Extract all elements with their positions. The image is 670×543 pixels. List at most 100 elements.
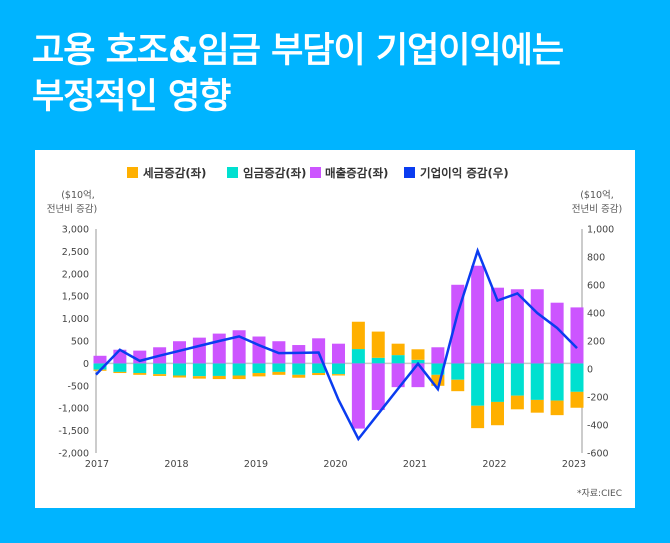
left-tick-label: -1,000	[58, 404, 89, 415]
tax-bar	[550, 400, 564, 416]
tax-bar	[570, 391, 584, 408]
wage-bar	[252, 363, 266, 374]
sales-bar	[371, 363, 385, 410]
right-tick-label: 1,000	[587, 225, 614, 236]
tax-bar	[232, 375, 246, 380]
tax-bar	[192, 376, 206, 379]
right-tick-label: 0	[587, 365, 593, 376]
left-tick-label: 2,000	[62, 269, 89, 280]
x-tick-label: 2019	[244, 459, 268, 470]
tax-bar	[153, 374, 167, 376]
wage-bar	[451, 363, 465, 380]
sales-bar	[530, 289, 544, 364]
left-tick-label: 0	[83, 359, 89, 370]
wage-bar	[570, 363, 584, 392]
wage-bar	[332, 363, 345, 375]
wage-bar	[113, 363, 127, 372]
title-line-1: 고용 호조&임금 부담이 기업이익에는	[32, 31, 564, 71]
right-tick-label: -200	[587, 393, 609, 404]
sales-bar	[292, 345, 306, 364]
left-tick-label: 1,000	[62, 314, 89, 325]
tax-bar	[212, 375, 226, 380]
sales-bar	[93, 355, 107, 364]
source-note: *자료:CIEC	[577, 488, 622, 499]
x-tick-label: 2022	[482, 459, 506, 470]
sales-bar	[550, 302, 564, 364]
tax-bar	[491, 401, 504, 426]
tax-bar	[471, 405, 485, 429]
sales-bar	[491, 287, 504, 364]
legend-swatch-wage	[227, 167, 238, 178]
legend-swatch-sales	[310, 167, 321, 178]
tax-bar	[332, 374, 345, 376]
sales-bar	[332, 343, 345, 364]
tax-bar	[351, 321, 365, 350]
wage-bar	[371, 357, 385, 364]
wage-bar	[232, 363, 246, 376]
sales-bar	[351, 363, 365, 429]
wage-bar	[153, 363, 167, 375]
right-unit-line2: 전년비 증감)	[572, 203, 622, 215]
x-tick-label: 2023	[562, 459, 586, 470]
sales-bar	[411, 363, 425, 388]
wage-bar	[312, 363, 326, 374]
wage-bar	[550, 363, 564, 401]
right-unit-line1: ($10억,	[580, 189, 614, 201]
tax-bar	[530, 399, 544, 413]
tax-bar	[451, 379, 465, 392]
tax-bar	[431, 374, 445, 386]
right-tick-label: 800	[587, 253, 605, 264]
sales-bar	[570, 307, 584, 364]
tax-bar	[133, 373, 147, 375]
left-tick-label: -2,000	[58, 449, 89, 460]
right-tick-label: 400	[587, 309, 605, 320]
left-tick-label: 1,500	[62, 292, 89, 303]
wage-bar	[133, 363, 147, 374]
wage-bar	[292, 363, 306, 375]
right-tick-label: 600	[587, 281, 605, 292]
legend-label-sales: 매출증감(좌)	[325, 166, 388, 180]
legend: 세금증감(좌) 임금증감(좌) 매출증감(좌) 기업이익 증감(우)	[127, 166, 509, 180]
tax-bar	[272, 371, 286, 375]
sales-bar	[510, 289, 524, 364]
wage-bar	[530, 363, 544, 400]
wage-bar	[391, 355, 405, 364]
x-tick-label: 2018	[164, 459, 188, 470]
right-tick-label: -600	[587, 449, 609, 460]
left-unit-line1: ($10억,	[61, 189, 95, 201]
left-tick-label: 3,000	[62, 225, 89, 236]
x-tick-label: 2020	[323, 459, 347, 470]
wage-bar	[491, 363, 504, 402]
left-unit-line2: 전년비 증감)	[47, 203, 97, 215]
sales-bar	[391, 363, 405, 388]
tax-bar	[371, 331, 385, 358]
sales-bar	[212, 333, 226, 364]
sales-bar	[252, 336, 266, 364]
sales-bar	[192, 337, 206, 364]
left-tick-label: -500	[67, 381, 89, 392]
tax-bar	[292, 374, 306, 378]
title-line-2: 부정적인 영향	[32, 77, 231, 117]
x-tick-label: 2021	[403, 459, 427, 470]
left-tick-label: 2,500	[62, 247, 89, 258]
sales-bar	[471, 265, 485, 364]
legend-label-tax: 세금증감(좌)	[143, 166, 206, 180]
wage-bar	[93, 363, 107, 370]
tax-bar	[173, 375, 186, 378]
tax-bar	[510, 395, 524, 410]
wage-bar	[192, 363, 206, 377]
sales-bar	[312, 338, 326, 364]
wage-bar	[411, 359, 425, 364]
legend-label-profit: 기업이익 증감(우)	[420, 166, 509, 180]
tax-bar	[411, 349, 425, 360]
wage-bar	[431, 363, 445, 375]
wage-bar	[471, 363, 485, 406]
sales-bar	[173, 341, 186, 364]
legend-swatch-tax	[127, 167, 138, 178]
right-tick-label: 200	[587, 337, 605, 348]
tax-bar	[113, 371, 127, 374]
x-tick-label: 2017	[85, 459, 109, 470]
left-tick-label: -1,500	[58, 426, 89, 437]
page-title: 고용 호조&임금 부담이 기업이익에는 부정적인 영향	[32, 28, 564, 120]
